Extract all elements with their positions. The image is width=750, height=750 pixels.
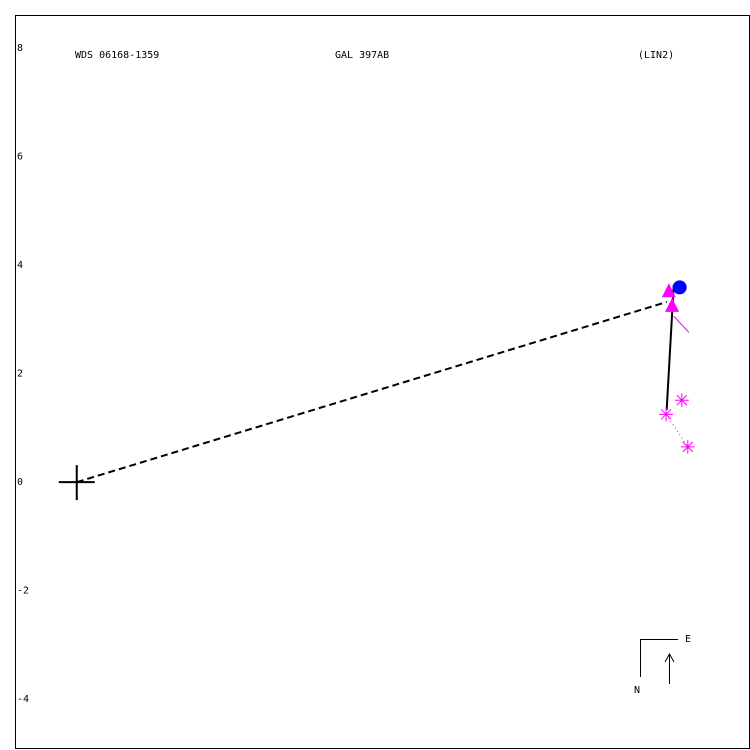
chart-subtitle: GAL 397AB	[335, 50, 389, 61]
connector-line	[665, 414, 689, 448]
y-tick-label: 4	[17, 260, 23, 271]
annotation: (LIN2)	[638, 50, 674, 61]
chart-title: WDS 06168-1359	[75, 50, 159, 61]
compass-east: E	[685, 634, 691, 645]
y-tick-label: 2	[17, 369, 23, 380]
y-tick-label: 8	[17, 43, 23, 54]
y-tick-label: 0	[17, 477, 23, 488]
plus-marker	[58, 465, 95, 501]
asterisk-marker	[659, 407, 674, 422]
y-tick-label: 6	[17, 152, 23, 163]
y-tick-label: -2	[17, 586, 29, 597]
y-tick-label: -4	[17, 694, 29, 705]
compass-frame	[640, 639, 678, 677]
connector-line	[673, 315, 690, 333]
compass-arrow	[664, 652, 675, 684]
plot-frame	[15, 15, 750, 749]
compass-north: N	[634, 685, 640, 696]
asterisk-marker	[674, 393, 689, 408]
dot-marker	[672, 280, 687, 295]
connector-line	[76, 301, 667, 484]
triangle-marker	[661, 283, 676, 298]
triangle-marker	[665, 297, 680, 312]
asterisk-marker	[680, 439, 695, 454]
